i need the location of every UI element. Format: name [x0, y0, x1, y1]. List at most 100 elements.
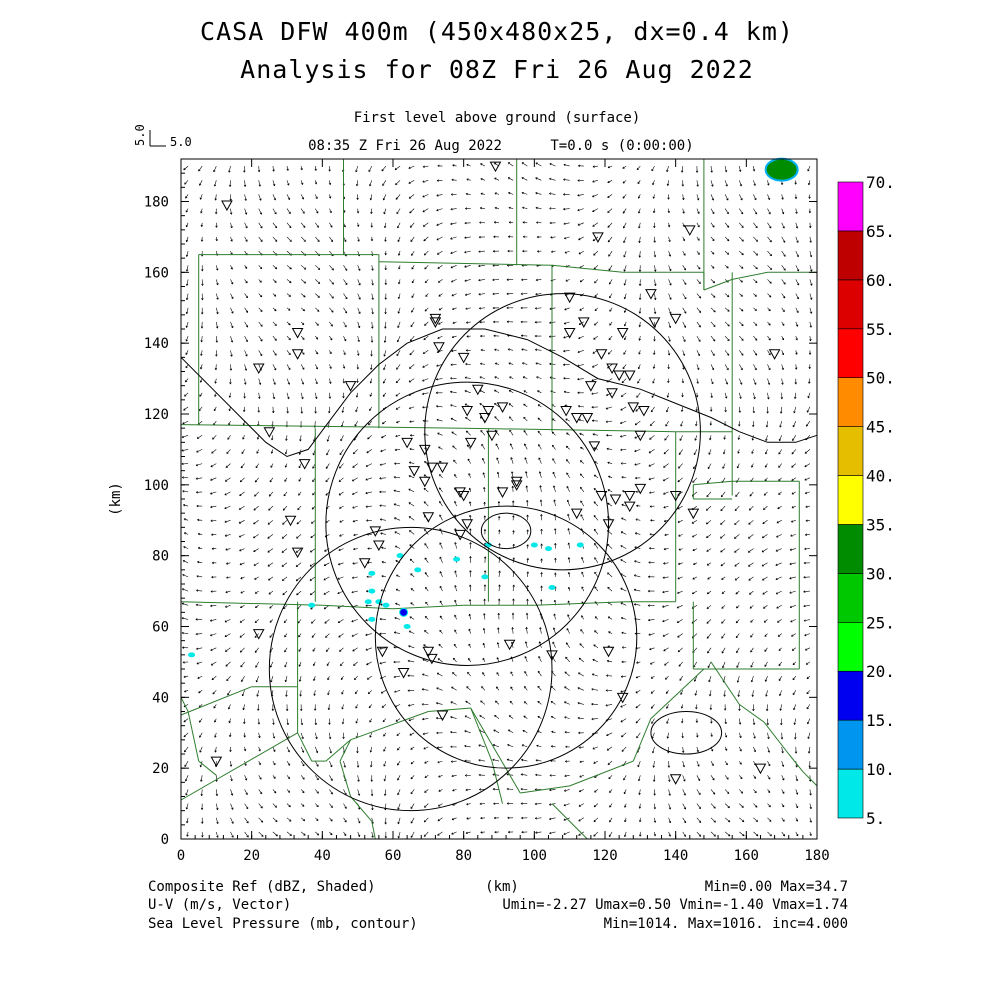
plot-area: 0 20 40 60 80 100 120 140 160 180 0 20 40 60 80 100 120 1… [144, 157, 830, 864]
county-line [198, 760, 217, 776]
reflectivity-cell [576, 542, 584, 548]
station-marker [436, 710, 449, 722]
level-label: First level above ground (surface) [354, 110, 641, 126]
colorbar-segment [837, 719, 864, 770]
station-marker [577, 317, 590, 328]
x-tick-label: 180 [804, 848, 829, 864]
county-line [428, 707, 471, 712]
station-marker [645, 289, 657, 300]
reference-vector-label-rotated: 5.0 [133, 124, 147, 146]
colorbar-segment [837, 181, 864, 232]
footer-wind-label: U-V (m/s, Vector) [148, 897, 291, 913]
station-marker [436, 462, 449, 474]
radar-range-ring [268, 526, 553, 812]
station-marker [291, 328, 304, 339]
colorbar-segment [837, 524, 864, 574]
county-line [732, 271, 768, 280]
station-marker [433, 342, 445, 353]
title-line-1: CASA DFW 400m (450x480x25, dx=0.4 km) [200, 17, 794, 46]
reflectivity-cell [375, 599, 383, 605]
reflectivity-cell [414, 567, 422, 573]
station-marker [461, 519, 474, 530]
station-marker [489, 161, 502, 173]
station-marker [595, 349, 608, 360]
county-line [470, 707, 521, 794]
colorbar-label: 50. [866, 369, 895, 388]
reflectivity-shading [188, 157, 799, 658]
reflectivity-cell [364, 599, 372, 605]
footer-ref-stats: Min=0.00 Max=34.7 [705, 879, 848, 895]
colorbar-segment [837, 328, 864, 378]
pressure-contour [180, 328, 818, 458]
station-marker [496, 402, 509, 413]
station-marker [616, 328, 629, 339]
footer-ref-label: Composite Ref (dBZ, Shaded) [148, 879, 376, 895]
station-marker [426, 653, 438, 665]
y-tick-label: 80 [152, 549, 169, 565]
reflectivity-cell [308, 602, 316, 608]
station-marker [687, 508, 700, 520]
station-marker [754, 763, 767, 775]
y-tick-label: 60 [152, 620, 169, 636]
county-line [325, 739, 351, 762]
radar-range-ring [424, 293, 701, 571]
y-tick-label: 140 [144, 336, 169, 352]
station-marker [563, 328, 576, 339]
station-marker [560, 405, 572, 417]
county-boundaries [180, 158, 818, 840]
station-marker [457, 352, 470, 364]
colorbar-label: 25. [866, 613, 895, 632]
station-marker [471, 384, 484, 396]
county-line [350, 711, 429, 741]
county-line [350, 796, 373, 822]
county-line [378, 261, 553, 266]
station-marker [510, 480, 523, 491]
reflectivity-cell [382, 602, 390, 608]
county-line [322, 604, 394, 610]
station-marker [581, 413, 594, 424]
pressure-contour [480, 512, 532, 550]
county-line [569, 760, 634, 787]
colorbar-segment [837, 475, 864, 525]
colorbar-segment [837, 573, 864, 623]
footer-pressure-stats: Min=1014. Max=1016. inc=4.000 [604, 916, 848, 932]
reflectivity-cell [396, 553, 404, 559]
reflectivity-cell [368, 616, 376, 622]
county-line [180, 424, 464, 429]
station-marker [291, 349, 304, 360]
station-marker [669, 313, 682, 325]
county-line [632, 718, 652, 762]
station-markers [210, 161, 781, 785]
station-marker [482, 405, 495, 417]
station-marker [585, 381, 597, 392]
county-line [470, 707, 493, 762]
station-marker [595, 490, 608, 502]
county-line [534, 601, 627, 606]
reflectivity-cell [368, 570, 376, 576]
station-marker [401, 437, 413, 449]
station-marker [344, 381, 357, 392]
county-line [739, 703, 765, 723]
footer-pressure-label: Sea Level Pressure (mb, contour) [148, 916, 418, 932]
station-marker [627, 402, 640, 413]
wind-vector-field [181, 162, 813, 839]
station-marker [683, 225, 696, 236]
reflectivity-cell [764, 157, 799, 182]
station-marker [454, 487, 466, 498]
station-marker [570, 508, 583, 520]
radar-range-rings [268, 293, 701, 812]
colorbar-label: 65. [866, 222, 895, 241]
pressure-contours [180, 328, 818, 755]
pressure-contour [650, 711, 723, 755]
station-marker [429, 317, 442, 328]
footer-wind-stats: Umin=-2.27 Umax=0.50 Vmin=-1.40 Vmax=1.7… [502, 897, 848, 913]
county-line [551, 264, 623, 273]
colorbar-label: 10. [866, 760, 895, 779]
station-marker [510, 476, 523, 488]
reflectivity-cell [453, 556, 461, 562]
station-marker [479, 413, 491, 424]
colorbar-segment [837, 670, 864, 721]
station-marker [592, 232, 604, 243]
reflectivity-cell [481, 574, 489, 580]
